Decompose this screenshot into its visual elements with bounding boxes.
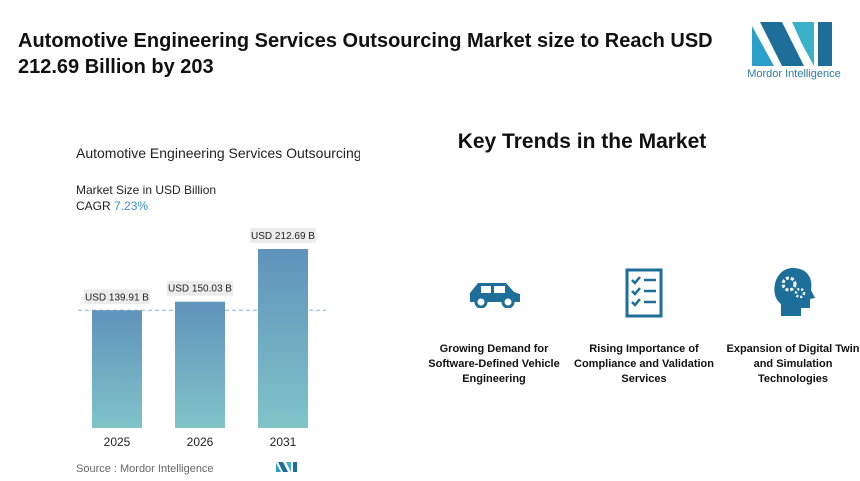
source-logo xyxy=(276,462,297,472)
x-tick-label: 2026 xyxy=(187,435,214,449)
chart-subtitle: Market Size in USD Billion xyxy=(76,183,216,197)
cagr: CAGR 7.23% xyxy=(76,199,148,213)
value-label-box xyxy=(167,280,233,296)
value-label-box xyxy=(84,289,150,305)
chart-title: Automotive Engineering Services Outsourc… xyxy=(76,145,360,161)
x-tick-label: 2031 xyxy=(270,435,297,449)
bar xyxy=(92,310,142,428)
head-gears-icon xyxy=(774,268,815,316)
trend-label: Growing Demand for Software-Defined Vehi… xyxy=(428,343,560,385)
x-tick-label: 2025 xyxy=(104,435,131,449)
value-label: USD 150.03 B xyxy=(168,284,232,295)
value-label: USD 139.91 B xyxy=(85,292,149,303)
logo-text: Mordor Intelligence xyxy=(747,68,841,80)
value-label: USD 212.69 B xyxy=(251,231,315,242)
chart: Automotive Engineering Services Outsourc… xyxy=(76,145,360,475)
source-label: Source : xyxy=(76,463,117,475)
value-label-box xyxy=(250,228,316,243)
cagr-label: CAGR xyxy=(76,199,111,213)
source: Mordor Intelligence xyxy=(120,463,214,475)
logo-mark xyxy=(752,22,832,66)
cagr-value: 7.23% xyxy=(114,199,148,213)
bar xyxy=(175,301,225,428)
car-icon xyxy=(470,283,520,308)
page-title: Automotive Engineering Services Outsourc… xyxy=(18,30,713,78)
trend-label: Expansion of Digital Twin and Simulation… xyxy=(726,343,860,385)
key-trends-title: Key Trends in the Market xyxy=(457,130,707,153)
bar xyxy=(258,249,308,428)
trend-label: Rising Importance of Compliance and Vali… xyxy=(574,343,714,385)
checklist-icon xyxy=(625,268,663,318)
